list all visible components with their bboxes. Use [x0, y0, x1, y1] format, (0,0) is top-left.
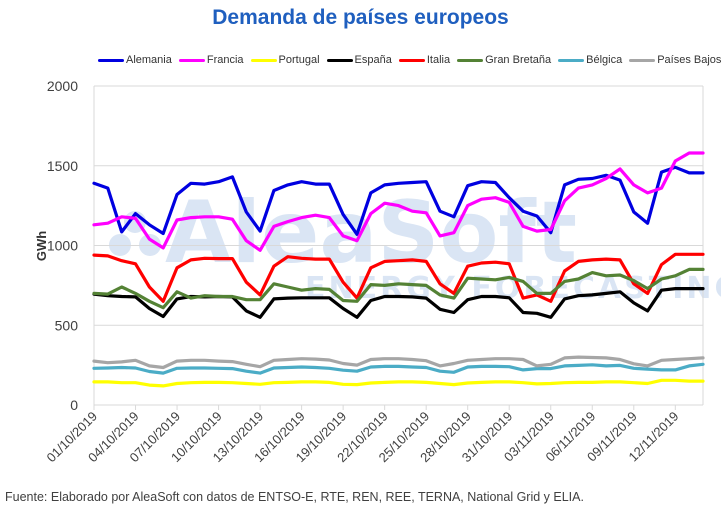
legend-item: Alemania — [98, 54, 172, 66]
legend-label: Países Bajos — [657, 54, 721, 66]
x-axis: 01/10/201904/10/201907/10/201910/10/2019… — [43, 404, 703, 465]
legend-label: Bélgica — [586, 54, 623, 66]
source-note: Fuente: Elaborado por AleaSoft con datos… — [5, 490, 584, 504]
legend-item: Italia — [398, 54, 451, 66]
series-line-portugal — [92, 378, 705, 388]
y-tick-label: 500 — [55, 317, 79, 333]
legend-label: Gran Bretaña — [485, 54, 552, 66]
legend-swatch — [629, 58, 656, 62]
legend-label: Portugal — [278, 54, 320, 66]
legend-swatch — [250, 58, 277, 62]
legend-swatch — [398, 58, 425, 62]
y-axis-label: GWh — [34, 231, 49, 261]
legend-swatch — [457, 58, 484, 62]
series-line-alemania — [92, 165, 705, 236]
legend-swatch — [558, 58, 585, 62]
chart-title: Demanda de países europeos — [212, 6, 509, 29]
legend-item: España — [326, 54, 392, 66]
legend-item: Francia — [178, 54, 244, 66]
series-line-italia — [92, 252, 705, 303]
legend-swatch — [178, 58, 205, 62]
legend-item: Países Bajos — [629, 54, 721, 66]
legend-item: Bélgica — [558, 54, 622, 66]
y-axis: 0 500 1000 1500 2000 — [47, 78, 78, 413]
series-lines — [92, 151, 705, 388]
series-line-países-bajos — [92, 355, 705, 370]
legend-label: España — [354, 54, 392, 66]
gridlines — [93, 85, 704, 405]
legend-item: Gran Bretaña — [457, 54, 551, 66]
y-tick-label: 1000 — [47, 238, 78, 254]
legend-swatch — [98, 58, 124, 62]
line-chart: AleaSoft ENERGY FORECASTING 01/10/201904… — [34, 78, 721, 465]
y-tick-label: 1500 — [47, 158, 78, 174]
series-line-gran-bretaña — [92, 267, 705, 310]
series-line-bélgica — [92, 362, 705, 375]
y-tick-label: 0 — [70, 397, 78, 413]
legend-label: Italia — [426, 54, 451, 66]
series-line-francia — [92, 151, 705, 252]
legend-label: Francia — [206, 54, 244, 66]
chart-legend: Alemania Francia Portugal España Italia Gran … — [98, 53, 721, 67]
legend-item: Portugal — [250, 54, 320, 66]
legend-swatch — [326, 58, 353, 62]
legend-label: Alemania — [126, 54, 172, 66]
y-tick-label: 2000 — [47, 78, 78, 94]
